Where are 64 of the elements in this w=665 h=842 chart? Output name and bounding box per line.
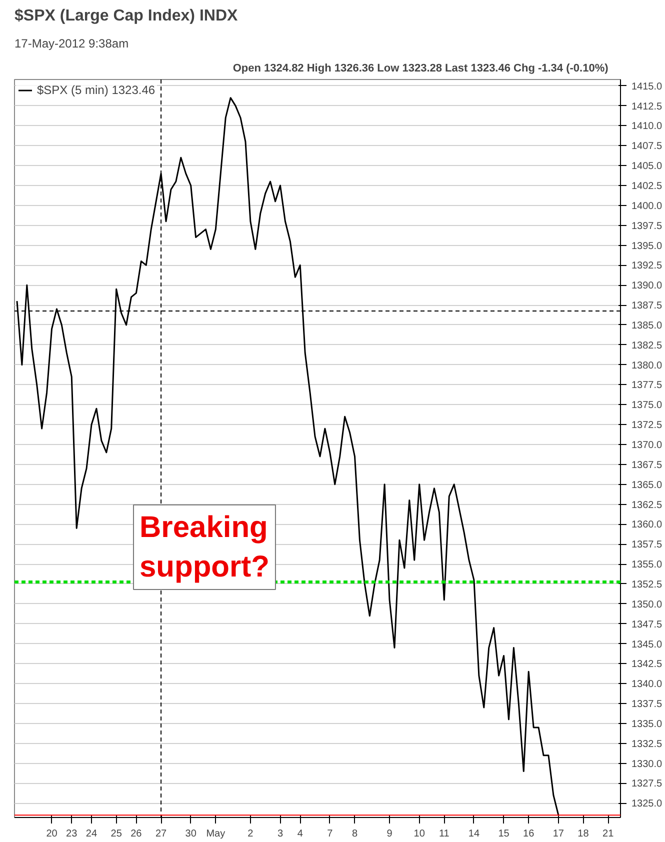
x-tick-label: 9 — [386, 828, 393, 840]
y-tick-label: 1370.0 — [632, 440, 663, 452]
y-tick-label: 1410.0 — [632, 121, 663, 132]
y-tick-label: 1350.0 — [632, 599, 663, 610]
x-tick-label: 4 — [297, 828, 304, 840]
y-tick-label: 1340.0 — [632, 679, 663, 690]
y-tick-label: 1352.5 — [632, 579, 663, 590]
y-tick-label: 1342.5 — [632, 659, 663, 670]
x-tick-label: 15 — [498, 828, 510, 840]
x-tick-label: 11 — [438, 828, 450, 840]
x-tick-label: 7 — [327, 828, 334, 840]
x-tick-label: 18 — [578, 828, 590, 840]
y-tick-label: 1367.5 — [632, 460, 663, 471]
y-tick-label: 1375.0 — [632, 400, 663, 412]
y-tick-label: 1335.0 — [632, 718, 663, 730]
x-tick-label: 25 — [110, 828, 122, 840]
x-tick-label: 10 — [414, 828, 426, 840]
y-tick-label: 1357.5 — [632, 540, 663, 551]
x-tick-label: 3 — [277, 828, 284, 840]
x-tick-label: 8 — [352, 828, 358, 840]
chart-title: $SPX (Large Cap Index) INDX — [14, 8, 238, 24]
legend-label: $SPX (5 min) 1323.46 — [37, 83, 156, 97]
x-tick-label: 16 — [523, 828, 535, 840]
y-tick-label: 1347.5 — [632, 619, 663, 630]
y-tick-label: 1405.0 — [632, 161, 663, 172]
x-tick-label: 2 — [248, 828, 254, 840]
y-tick-label: 1377.5 — [632, 380, 663, 392]
y-tick-label: 1380.0 — [632, 360, 663, 372]
y-tick-label: 1390.0 — [632, 280, 663, 292]
y-tick-label: 1407.5 — [632, 141, 663, 152]
x-tick-label: 30 — [185, 828, 197, 840]
y-tick-label: 1412.5 — [632, 101, 663, 112]
y-tick-label: 1362.5 — [632, 500, 663, 511]
x-tick-label: 14 — [468, 828, 480, 840]
y-tick-label: 1387.5 — [632, 300, 663, 312]
y-tick-label: 1337.5 — [632, 699, 663, 710]
y-tick-label: 1400.0 — [632, 200, 663, 212]
y-tick-label: 1360.0 — [632, 520, 663, 531]
y-tick-label: 1325.0 — [632, 798, 663, 810]
y-tick-label: 1332.5 — [632, 738, 663, 750]
x-tick-label: May — [206, 828, 226, 840]
chart-subtitle: 17-May-2012 9:38am — [14, 36, 129, 50]
annotation: Breaking support? — [140, 510, 270, 584]
x-tick-label: 17 — [552, 828, 564, 840]
y-tick-label: 1382.5 — [632, 340, 663, 352]
y-tick-label: 1365.0 — [632, 480, 663, 491]
x-tick-label: 21 — [602, 828, 614, 840]
y-tick-label: 1345.0 — [632, 639, 663, 650]
y-tick-label: 1392.5 — [632, 260, 663, 272]
x-tick-label: 24 — [86, 828, 98, 840]
x-tick-label: 27 — [155, 828, 168, 840]
x-tick-label: 20 — [46, 828, 58, 840]
text: Open 1324.82 High 1326.36 Low 1323.28 Last 1323.46 Chg -1.34 (-0.10%) — [232, 62, 609, 74]
y-tick-label: 1402.5 — [632, 181, 663, 192]
y-tick-label: 1385.0 — [632, 320, 663, 332]
y-tick-label: 1327.5 — [632, 778, 663, 790]
y-tick-label: 1372.5 — [632, 420, 663, 432]
y-tick-label: 1397.5 — [632, 220, 663, 232]
x-tick-label: 26 — [130, 828, 142, 840]
y-tick-label: 1395.0 — [632, 240, 663, 252]
x-tick-label: 23 — [66, 828, 78, 840]
y-tick-label: 1415.0 — [632, 81, 663, 92]
y-tick-label: 1355.0 — [632, 560, 663, 571]
y-tick-label: 1330.0 — [632, 758, 663, 770]
